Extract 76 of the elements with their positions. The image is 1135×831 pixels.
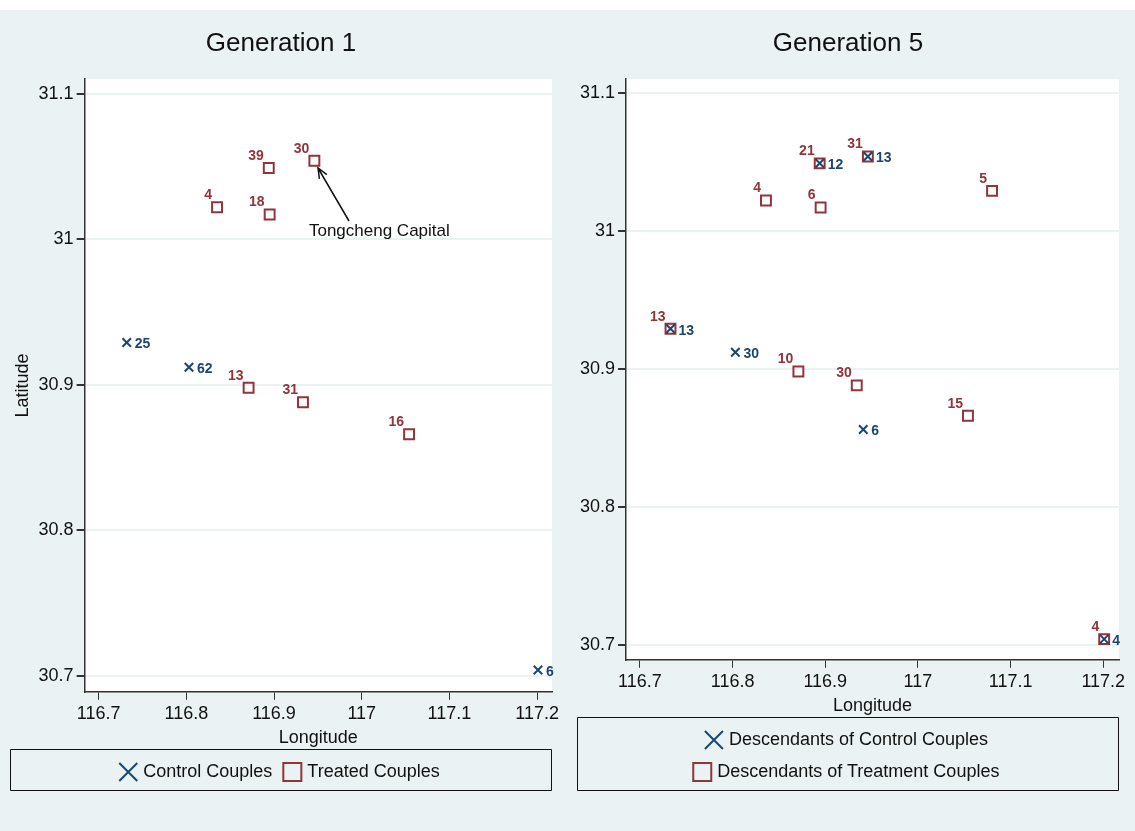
annotation: 15	[947, 394, 964, 411]
point	[308, 154, 321, 167]
annotation: 30	[743, 345, 760, 362]
x-tick-label: 116.9	[252, 702, 296, 723]
annotation: 4	[204, 186, 213, 203]
y-tick-label: 31	[595, 219, 616, 240]
annotation: 30	[836, 364, 852, 381]
x-tick-label: 116.8	[710, 670, 755, 691]
annotation: 13	[228, 366, 244, 383]
x-tick-label: 117.2	[1081, 670, 1126, 691]
annotation: 30	[293, 139, 310, 156]
point	[986, 184, 998, 197]
annotation: 62	[196, 360, 213, 377]
legend-label: Control Couples	[143, 760, 273, 781]
legend-label: Descendants of Treatment Couples	[717, 760, 1000, 781]
x-tick-label: 117.1	[427, 702, 472, 723]
point	[297, 396, 309, 409]
annotation: Tongcheng Capital	[308, 220, 450, 240]
x-tick-label: 117	[347, 702, 377, 723]
point	[121, 337, 132, 348]
annotation: 39	[248, 146, 264, 163]
y-axis-title: Latitude	[11, 353, 32, 418]
annotation: 6	[545, 662, 554, 679]
annotation: 4	[1112, 631, 1121, 648]
annotation: 13	[875, 149, 892, 166]
point	[760, 194, 772, 207]
point	[403, 428, 416, 441]
legend-label: Treated Couples	[307, 760, 440, 781]
x-axis-title: Longitude	[832, 695, 913, 716]
x-tick-label: 117.1	[988, 670, 1033, 691]
annotation: 21	[799, 142, 815, 159]
point	[858, 424, 869, 435]
point	[532, 664, 544, 676]
y-tick-label: 30.7	[38, 664, 74, 685]
y-tick-label: 31.1	[38, 82, 74, 103]
legend-label: Descendants of Control Couples	[728, 728, 989, 749]
y-tick-label: 30.8	[38, 519, 74, 540]
annotation: 25	[134, 335, 151, 352]
annotation: 18	[249, 193, 265, 210]
x-tick-label: 116.7	[76, 702, 121, 723]
x-tick-label: 117	[903, 670, 933, 691]
annotation: 4	[1091, 617, 1100, 634]
y-tick-label: 31	[53, 228, 74, 249]
point	[962, 409, 974, 422]
annotation: 5	[979, 169, 988, 186]
chart-title: Generation 1	[205, 26, 357, 57]
point	[850, 379, 863, 392]
point	[183, 362, 195, 373]
annotation: 12	[827, 156, 844, 173]
annotation: 6	[807, 186, 816, 203]
y-tick-label: 31.1	[579, 81, 616, 102]
y-tick-label: 30.9	[38, 373, 74, 394]
annotation: 13	[649, 307, 666, 324]
x-tick-label: 116.7	[618, 670, 662, 691]
annotation: 16	[388, 413, 405, 430]
annotation: 6	[871, 422, 880, 439]
point	[211, 201, 223, 214]
annotation: 4	[753, 179, 762, 196]
point	[792, 365, 805, 378]
x-axis-title: Longitude	[278, 727, 358, 748]
point	[263, 208, 276, 221]
y-tick-label: 30.9	[579, 357, 616, 378]
point	[242, 381, 255, 394]
annotation: 31	[282, 381, 299, 398]
point	[814, 201, 827, 214]
annotation: 31	[847, 135, 864, 152]
point	[262, 162, 275, 174]
y-tick-label: 30.7	[579, 633, 616, 654]
point	[730, 347, 741, 358]
annotation: 10	[777, 350, 794, 367]
annotation: 13	[678, 321, 695, 338]
x-tick-label: 116.8	[164, 702, 209, 723]
chart-title: Generation 5	[772, 26, 924, 57]
x-tick-label: 117.2	[515, 702, 559, 723]
y-tick-label: 30.8	[579, 495, 616, 516]
x-tick-label: 116.9	[803, 670, 848, 691]
